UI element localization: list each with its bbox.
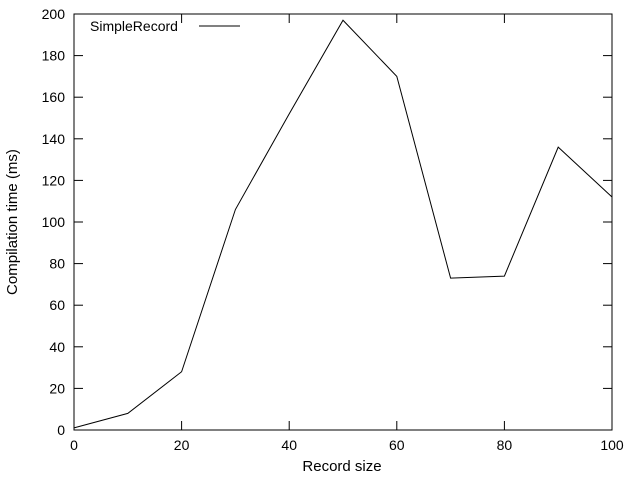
y-tick-label: 60 [49, 297, 65, 313]
y-tick-label: 80 [49, 256, 65, 272]
y-tick-label: 160 [42, 89, 66, 105]
y-axis-label: Compilation time (ms) [4, 149, 21, 295]
x-axis-label: Record size [302, 458, 381, 475]
x-tick-label: 100 [600, 437, 624, 453]
x-tick-label: 40 [281, 437, 297, 453]
x-tick-label: 20 [174, 437, 190, 453]
x-tick-label: 0 [70, 437, 78, 453]
plot-frame [73, 13, 613, 431]
x-tick-label: 80 [497, 437, 513, 453]
x-tick-label: 60 [389, 437, 405, 453]
y-tick-label: 180 [42, 48, 66, 64]
y-tick-label: 140 [42, 131, 66, 147]
y-tick-label: 20 [49, 380, 65, 396]
axes: 0 20 40 60 80 100 120 140 160 180 200 0 20 40 60 80 100 [42, 6, 624, 453]
y-tick-label: 200 [42, 6, 66, 22]
y-tick-label: 40 [49, 339, 65, 355]
y-tick-label: 120 [42, 172, 66, 188]
plot-area [73, 19, 613, 429]
y-tick-label: 0 [57, 422, 65, 438]
y-tick-label: 100 [42, 214, 66, 230]
legend: SimpleRecord [90, 18, 240, 34]
legend-label-series-0: SimpleRecord [90, 18, 178, 34]
series-line-0 [73, 19, 613, 429]
